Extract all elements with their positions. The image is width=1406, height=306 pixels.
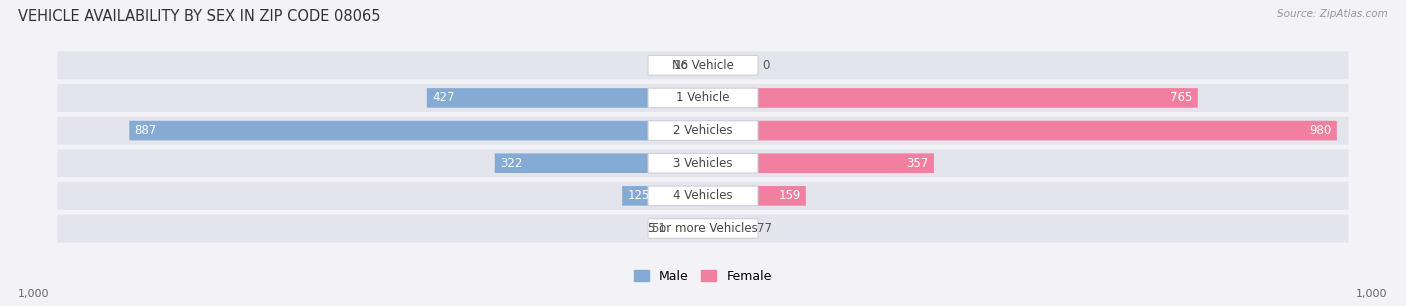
Text: 77: 77 (756, 222, 772, 235)
FancyBboxPatch shape (693, 55, 703, 75)
FancyBboxPatch shape (58, 215, 1348, 243)
Text: 125: 125 (627, 189, 650, 202)
Text: 4 Vehicles: 4 Vehicles (673, 189, 733, 202)
FancyBboxPatch shape (648, 121, 758, 140)
FancyBboxPatch shape (648, 219, 758, 238)
FancyBboxPatch shape (648, 153, 758, 173)
FancyBboxPatch shape (427, 88, 703, 108)
FancyBboxPatch shape (648, 88, 758, 108)
Text: 16: 16 (673, 59, 689, 72)
Text: 980: 980 (1309, 124, 1331, 137)
FancyBboxPatch shape (129, 121, 703, 140)
FancyBboxPatch shape (703, 186, 806, 206)
FancyBboxPatch shape (703, 88, 1198, 108)
Text: 322: 322 (501, 157, 522, 170)
FancyBboxPatch shape (703, 219, 752, 238)
Text: 1,000: 1,000 (1357, 289, 1388, 299)
Text: 427: 427 (432, 91, 454, 104)
Text: 2 Vehicles: 2 Vehicles (673, 124, 733, 137)
FancyBboxPatch shape (648, 186, 758, 206)
Text: 51: 51 (651, 222, 666, 235)
Text: 887: 887 (135, 124, 156, 137)
FancyBboxPatch shape (58, 182, 1348, 210)
Text: Source: ZipAtlas.com: Source: ZipAtlas.com (1277, 9, 1388, 19)
Text: 1,000: 1,000 (18, 289, 49, 299)
Text: 3 Vehicles: 3 Vehicles (673, 157, 733, 170)
FancyBboxPatch shape (58, 149, 1348, 177)
Legend: Male, Female: Male, Female (630, 265, 776, 288)
FancyBboxPatch shape (58, 117, 1348, 145)
Text: 765: 765 (1170, 91, 1192, 104)
FancyBboxPatch shape (703, 121, 1337, 140)
FancyBboxPatch shape (58, 51, 1348, 79)
FancyBboxPatch shape (621, 186, 703, 206)
Text: No Vehicle: No Vehicle (672, 59, 734, 72)
FancyBboxPatch shape (58, 84, 1348, 112)
Text: 5 or more Vehicles: 5 or more Vehicles (648, 222, 758, 235)
FancyBboxPatch shape (671, 219, 703, 238)
Text: VEHICLE AVAILABILITY BY SEX IN ZIP CODE 08065: VEHICLE AVAILABILITY BY SEX IN ZIP CODE … (18, 9, 381, 24)
Text: 1 Vehicle: 1 Vehicle (676, 91, 730, 104)
Text: 357: 357 (907, 157, 929, 170)
Text: 159: 159 (779, 189, 800, 202)
Text: 0: 0 (762, 59, 769, 72)
FancyBboxPatch shape (703, 153, 934, 173)
FancyBboxPatch shape (648, 55, 758, 75)
FancyBboxPatch shape (495, 153, 703, 173)
